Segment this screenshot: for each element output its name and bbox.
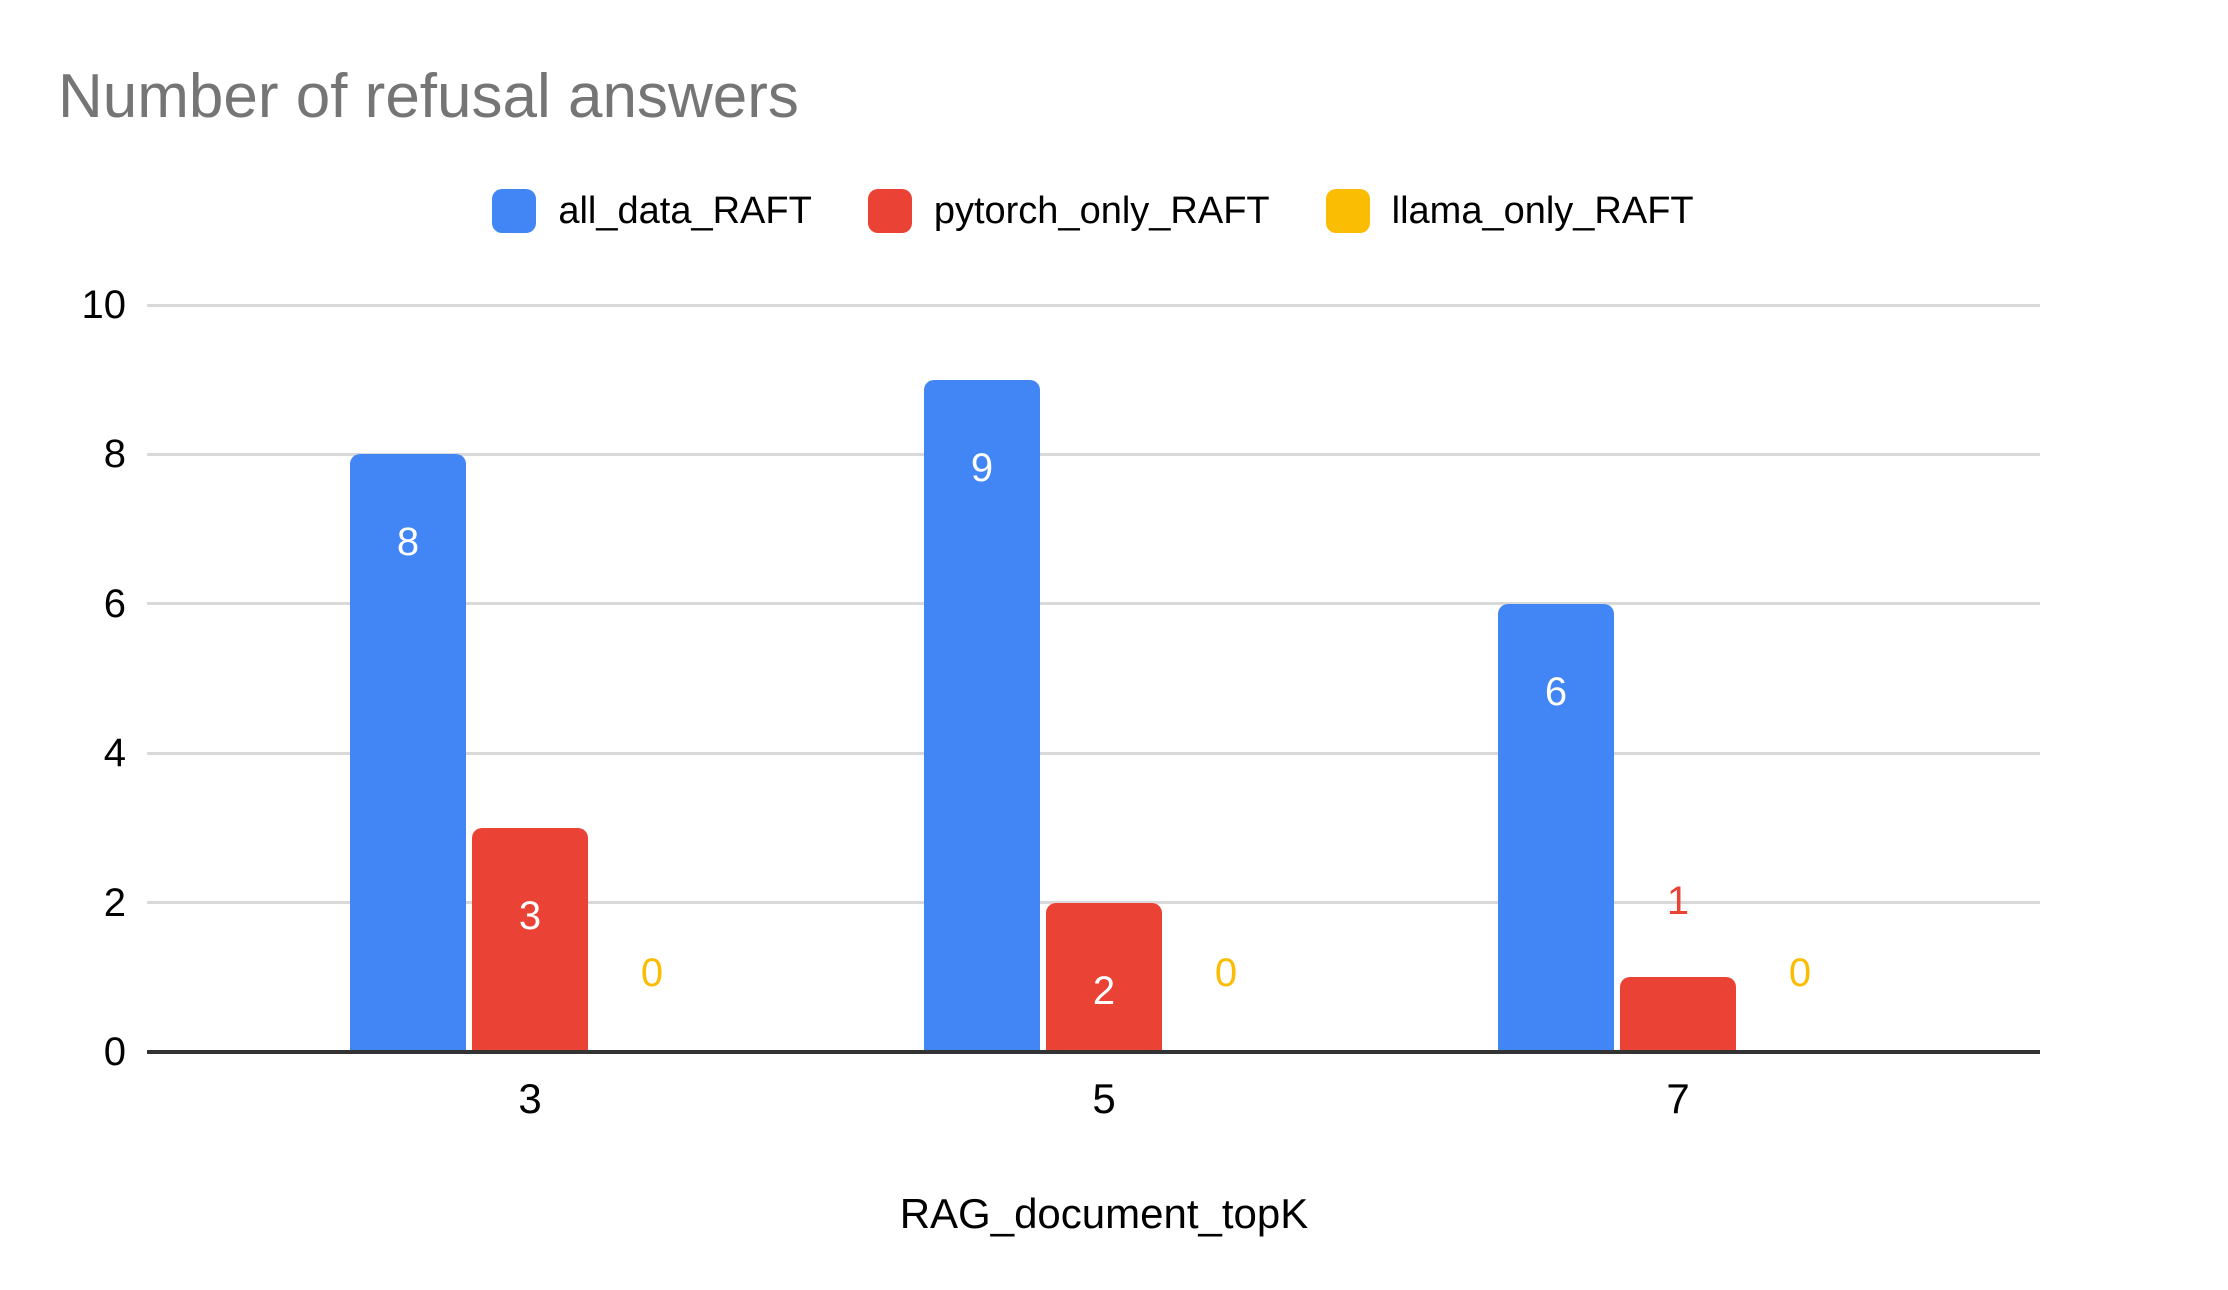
- gridline: [147, 303, 2040, 307]
- bar-value-label: 2: [1092, 969, 1116, 1013]
- y-axis-tick-label: 6: [103, 581, 126, 626]
- y-axis-tick-label: 8: [103, 432, 126, 477]
- x-axis-tick-label: 5: [1092, 1075, 1116, 1122]
- legend-swatch-icon: [492, 189, 537, 233]
- bar-value-label: 9: [970, 446, 994, 490]
- gridline: [147, 751, 2040, 755]
- chart-title: Number of refusal answers: [58, 62, 799, 131]
- gridline: [147, 602, 2040, 606]
- bar-all_data_RAFT-topK7[interactable]: [1498, 604, 1614, 1052]
- bar-value-label: 0: [1214, 951, 1238, 995]
- bar-value-label: 0: [640, 951, 664, 995]
- legend-item-all_data_RAFT[interactable]: all_data_RAFT: [492, 189, 812, 233]
- legend-item-pytorch_only_RAFT[interactable]: pytorch_only_RAFT: [867, 189, 1270, 233]
- bar-value-label: 3: [518, 894, 542, 938]
- y-axis-tick-label: 4: [103, 731, 126, 776]
- bar-pytorch_only_RAFT-topK7[interactable]: [1620, 977, 1736, 1052]
- bar-value-label: 1: [1666, 879, 1690, 923]
- x-axis-line: [147, 1050, 2040, 1054]
- bar-all_data_RAFT-topK5[interactable]: [924, 380, 1040, 1052]
- bar-value-label: 6: [1544, 670, 1568, 714]
- gridline: [147, 452, 2040, 456]
- bar-all_data_RAFT-topK3[interactable]: [350, 454, 466, 1052]
- y-axis-tick-label: 2: [103, 880, 126, 925]
- y-axis-tick-label: 0: [103, 1030, 126, 1074]
- legend-swatch-icon: [867, 189, 912, 233]
- legend-swatch-icon: [1325, 189, 1370, 233]
- legend-item-label: pytorch_only_RAFT: [933, 189, 1270, 232]
- x-axis-tick-label: 7: [1666, 1075, 1690, 1122]
- legend-item-llama_only_RAFT[interactable]: llama_only_RAFT: [1325, 189, 1694, 233]
- legend-item-label: llama_only_RAFT: [1391, 189, 1694, 232]
- bar-value-label: 8: [396, 520, 420, 564]
- y-axis-tick-label: 10: [81, 283, 127, 327]
- bar-pytorch_only_RAFT-topK3[interactable]: [472, 828, 588, 1052]
- legend-item-label: all_data_RAFT: [558, 189, 812, 232]
- bar-pytorch_only_RAFT-topK5[interactable]: [1046, 903, 1162, 1052]
- legend: all_data_RAFT pytorch_only_RAFT llama_only…: [0, 189, 2186, 233]
- gridline: [147, 901, 2040, 905]
- bar-value-label: 0: [1788, 951, 1812, 995]
- x-axis-tick-label: 3: [518, 1075, 542, 1122]
- x-axis-title: RAG_document_topK: [899, 1190, 1309, 1237]
